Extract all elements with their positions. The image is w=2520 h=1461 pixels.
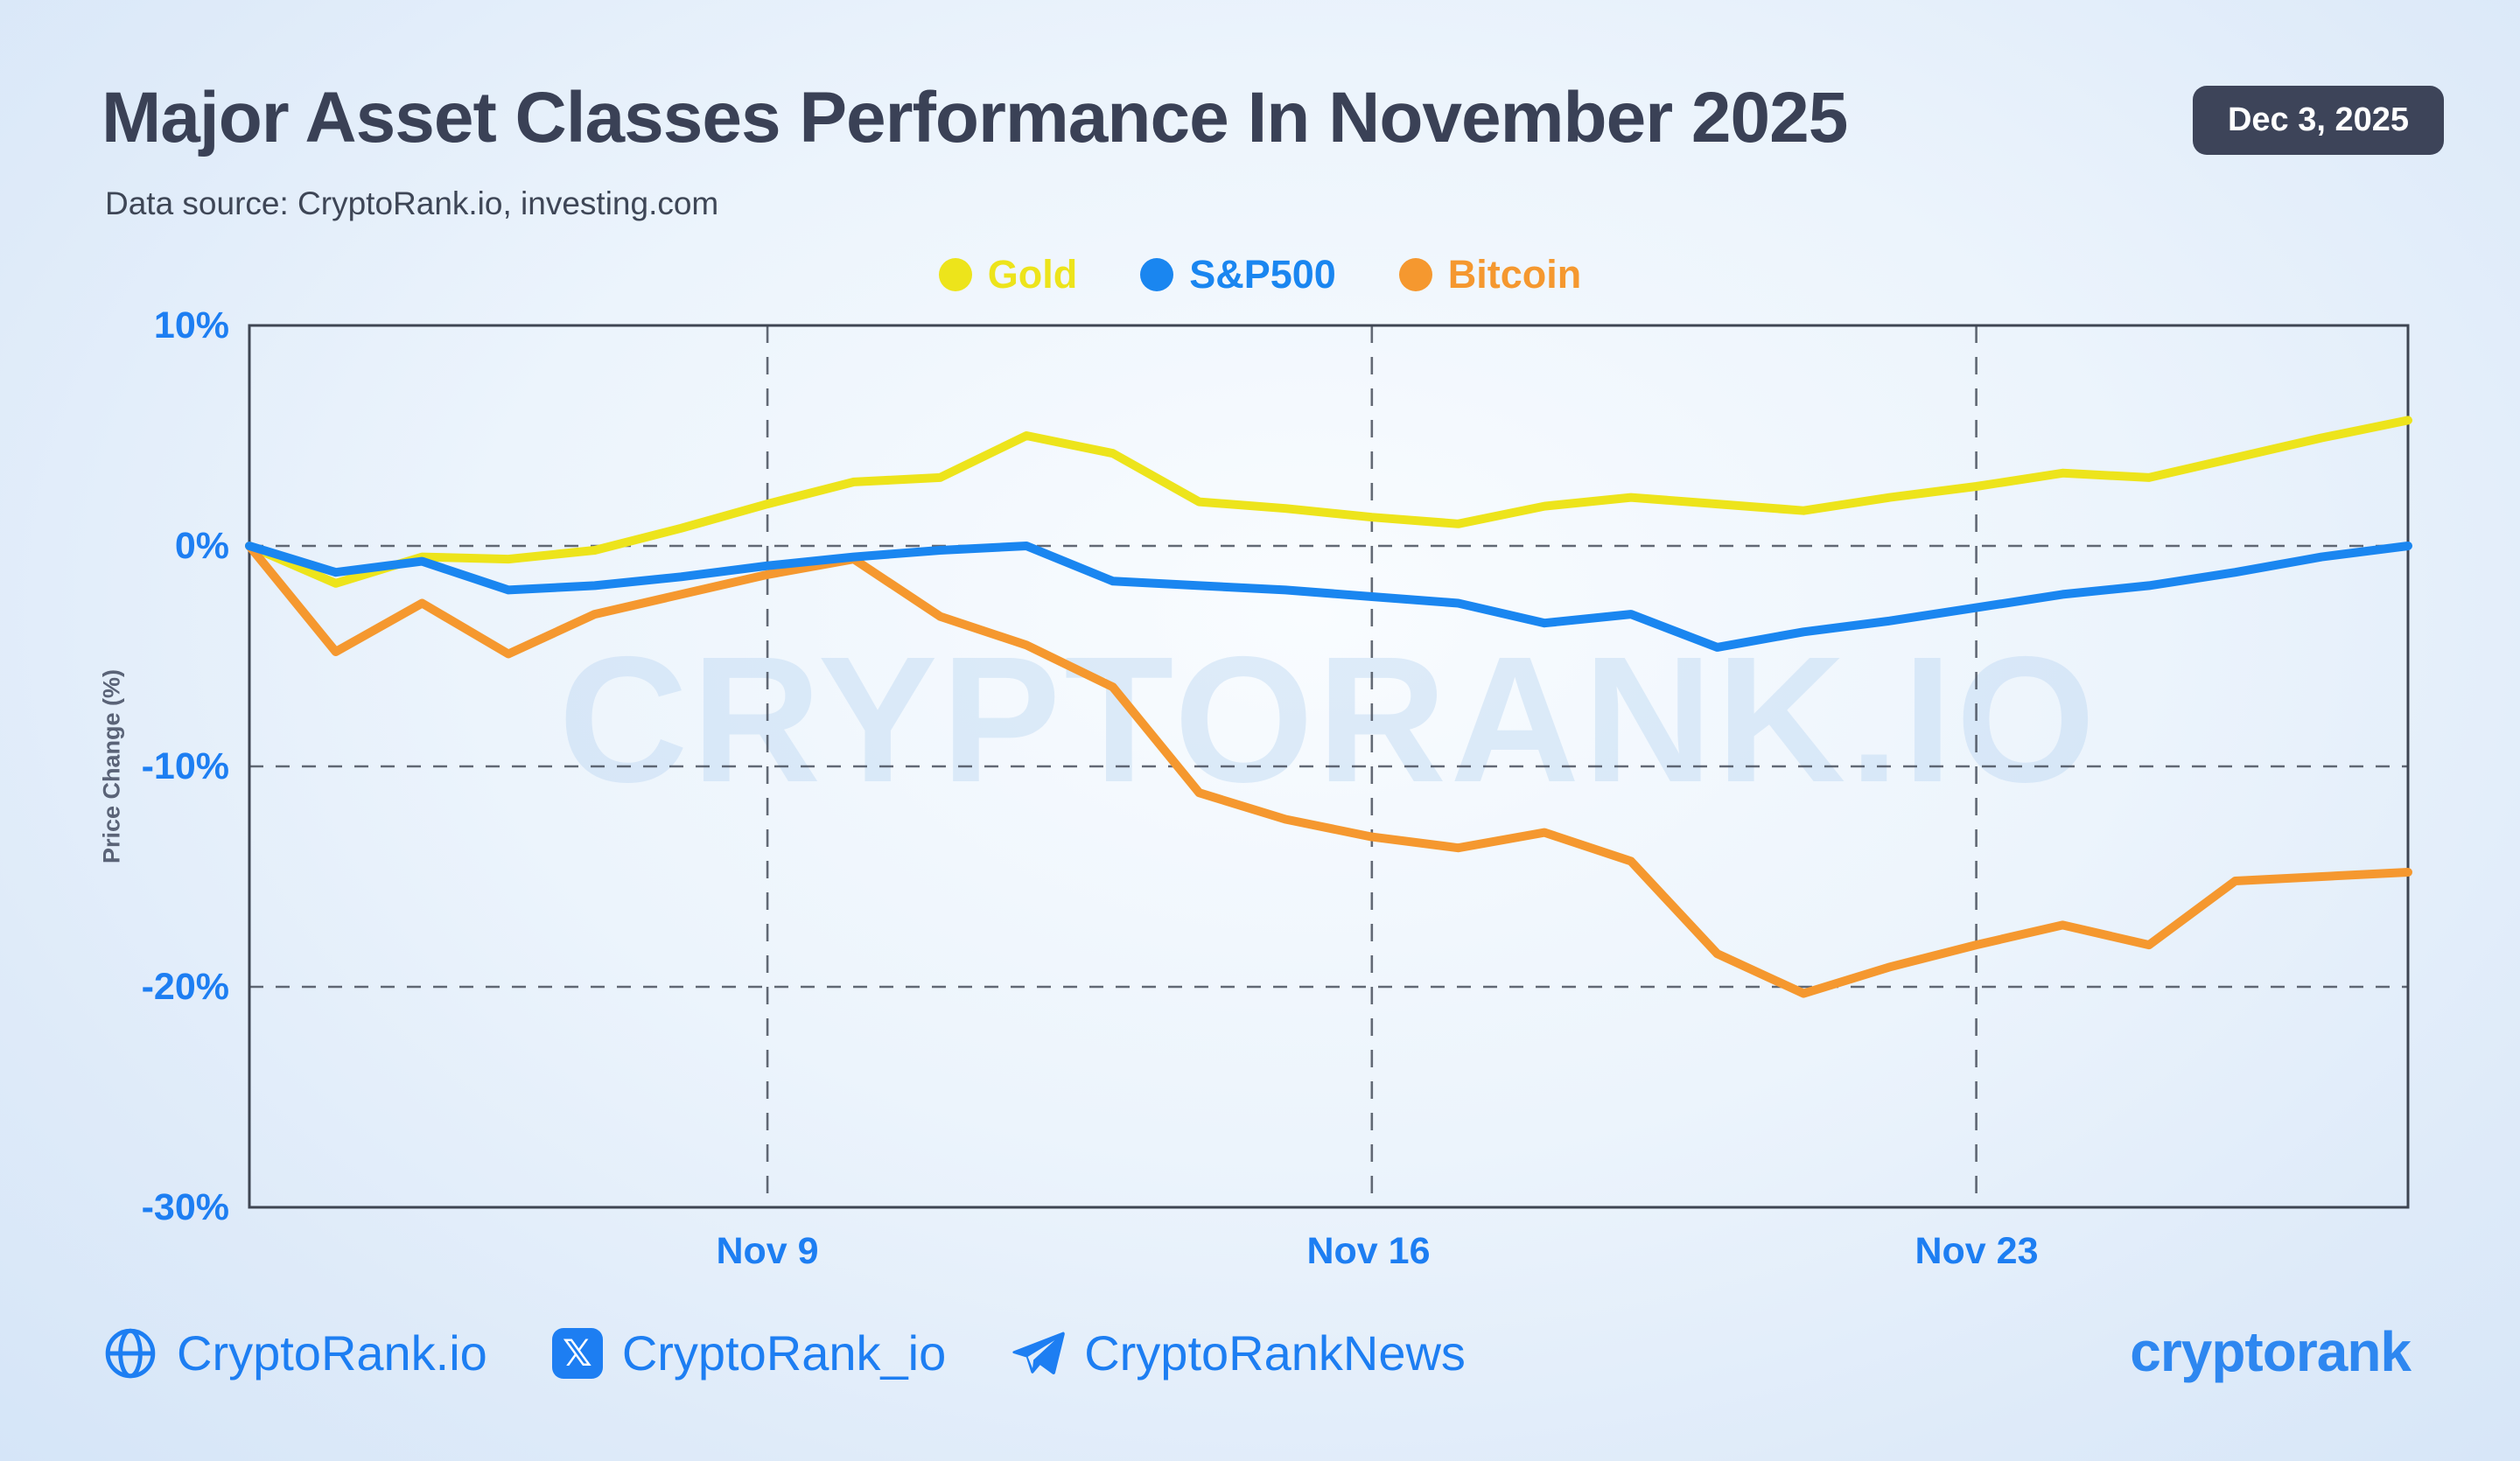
footer-link-telegram[interactable]: CryptoRankNews: [1011, 1325, 1466, 1381]
xtick-nov9: Nov 9: [716, 1230, 819, 1272]
ytick-0: 0%: [174, 525, 229, 567]
footer: CryptoRank.io 𝕏 CryptoRank_io CryptoRank…: [103, 1325, 1466, 1381]
x-icon: 𝕏: [551, 1327, 603, 1379]
y-axis-title: Price Change (%): [98, 668, 125, 864]
watermark-text: CRYPTORANK.IO: [558, 619, 2099, 820]
ytick-m20: -20%: [141, 966, 229, 1008]
footer-link-website[interactable]: CryptoRank.io: [103, 1325, 487, 1381]
xtick-nov16: Nov 16: [1306, 1230, 1431, 1272]
ytick-10: 10%: [153, 304, 229, 346]
footer-label-telegram: CryptoRankNews: [1084, 1325, 1466, 1381]
footer-label-website: CryptoRank.io: [177, 1325, 487, 1381]
gold-color-dot-icon: [938, 258, 972, 291]
xtick-nov23: Nov 23: [1914, 1230, 2039, 1272]
telegram-icon: [1012, 1332, 1066, 1374]
legend-item-sp500: S&P500: [1140, 252, 1336, 297]
ytick-m30: -30%: [141, 1186, 229, 1228]
legend-label-gold: Gold: [987, 252, 1078, 297]
page-title: Major Asset Classes Performance In Novem…: [102, 78, 1848, 157]
ytick-m10: -10%: [141, 745, 229, 787]
footer-link-x[interactable]: 𝕏 CryptoRank_io: [551, 1325, 947, 1381]
plot-border: [248, 324, 2410, 1209]
legend-item-gold: Gold: [938, 252, 1078, 297]
series-line-gold: [245, 416, 2412, 588]
globe-icon: [105, 1328, 156, 1378]
data-source-subtitle: Data source: CryptoRank.io, investing.co…: [105, 185, 719, 221]
legend-label-sp500: S&P500: [1189, 252, 1336, 297]
legend-label-bitcoin: Bitcoin: [1447, 252, 1582, 297]
chart-legend: Gold S&P500 Bitcoin: [0, 252, 2520, 297]
series-line-sp500: [245, 542, 2412, 652]
cryptorank-logo[interactable]: cryptorank: [2130, 1320, 2412, 1383]
sp500-color-dot-icon: [1140, 258, 1174, 291]
legend-item-bitcoin: Bitcoin: [1398, 252, 1582, 297]
date-badge: Dec 3, 2025: [2192, 86, 2444, 155]
bitcoin-color-dot-icon: [1398, 258, 1432, 291]
series-line-bitcoin: [245, 542, 2412, 998]
footer-label-x: CryptoRank_io: [621, 1325, 947, 1381]
